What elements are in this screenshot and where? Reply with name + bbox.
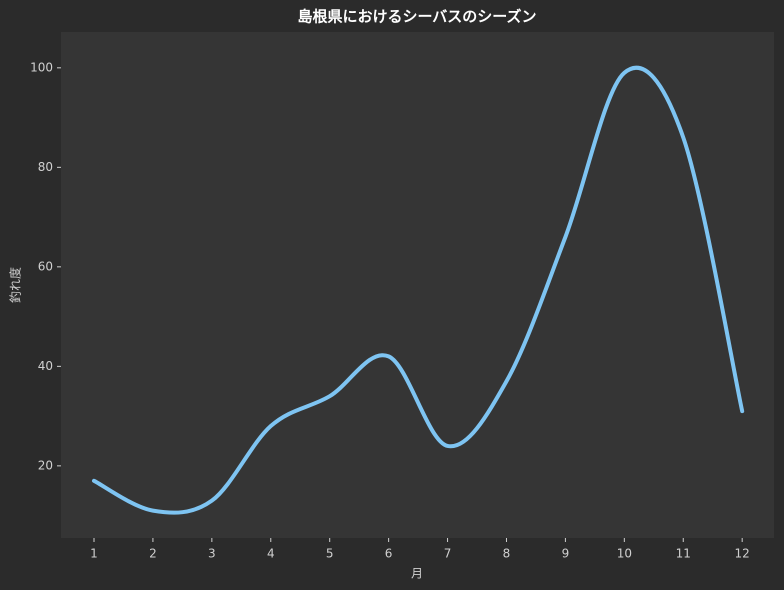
y-tick-label: 80 [38, 160, 53, 174]
y-tick-label: 60 [38, 259, 53, 273]
x-tick-label: 4 [267, 547, 275, 561]
x-tick-label: 2 [149, 547, 157, 561]
x-tick-label: 9 [562, 547, 570, 561]
plot-area [61, 32, 774, 538]
x-tick-label: 11 [676, 547, 691, 561]
y-axis-label: 釣れ度 [8, 267, 23, 303]
x-tick-label: 7 [444, 547, 452, 561]
x-tick-label: 3 [208, 547, 216, 561]
x-axis-label: 月 [411, 567, 423, 581]
y-tick-label: 40 [38, 359, 53, 373]
x-tick-label: 8 [503, 547, 511, 561]
line [91, 65, 745, 515]
chart-title: 島根県におけるシーバスのシーズン [297, 8, 536, 26]
x-tick-label: 6 [385, 547, 393, 561]
x-tick-label: 10 [617, 547, 632, 561]
x-tick-label: 1 [90, 547, 98, 561]
y-tick-label: 100 [30, 60, 53, 74]
x-tick-label: 12 [735, 547, 750, 561]
y-tick-label: 20 [38, 458, 53, 472]
x-tick-label: 5 [326, 547, 334, 561]
